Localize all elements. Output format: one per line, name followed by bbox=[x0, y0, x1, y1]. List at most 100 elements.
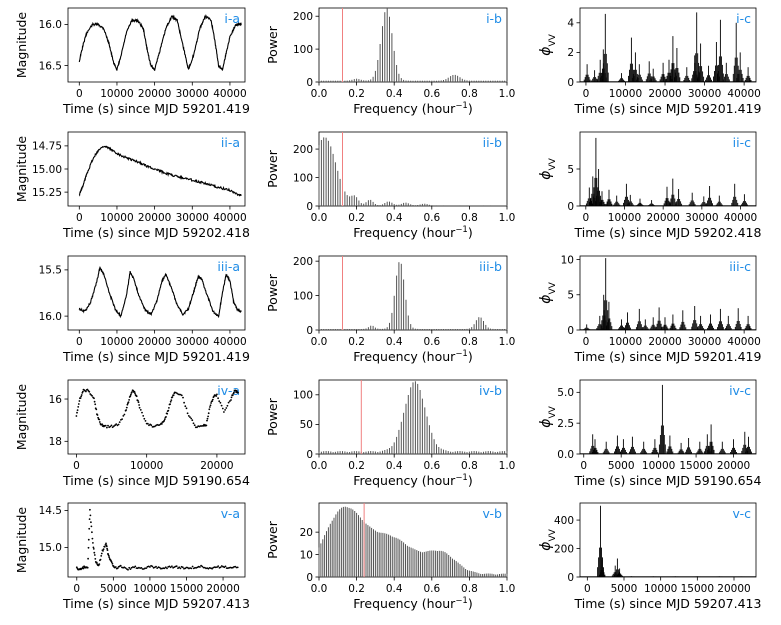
data-point bbox=[196, 426, 198, 429]
x-tick-label: 0.4 bbox=[386, 336, 403, 348]
light-curve-line bbox=[78, 14, 242, 71]
y-axis-label: ϕVV bbox=[538, 33, 558, 55]
y-tick-label: 4 bbox=[567, 18, 574, 30]
data-point bbox=[210, 402, 213, 404]
data-point bbox=[169, 566, 172, 569]
y-tick-label: 200 bbox=[293, 11, 313, 23]
data-point bbox=[85, 390, 87, 393]
data-point bbox=[92, 542, 94, 544]
x-axis-label: Frequency (hour−1) bbox=[353, 349, 472, 364]
y-axis-label: Magnitude bbox=[14, 384, 29, 451]
y-axis-label: ϕVV bbox=[538, 157, 558, 179]
data-point bbox=[138, 404, 141, 406]
x-axis-label: Time (s) since MJD 59190.654 bbox=[574, 473, 762, 488]
y-tick-label: 50 bbox=[300, 419, 313, 431]
data-point bbox=[133, 566, 136, 569]
data-point bbox=[106, 547, 108, 550]
panel-label: ii-c bbox=[733, 135, 751, 150]
data-marks bbox=[318, 380, 508, 454]
data-point bbox=[166, 412, 169, 415]
data-point bbox=[93, 400, 96, 403]
data-marks bbox=[78, 14, 242, 71]
data-point bbox=[88, 390, 91, 393]
x-tick-label: 0.2 bbox=[348, 460, 365, 472]
x-tick-label: 20000 bbox=[200, 460, 233, 472]
data-point bbox=[130, 393, 132, 396]
data-point bbox=[114, 566, 117, 568]
data-point bbox=[237, 391, 239, 394]
data-point bbox=[145, 567, 148, 569]
x-axis-label: Time (s) since MJD 59201.419 bbox=[574, 101, 762, 116]
y-axis-label: Power bbox=[265, 520, 280, 559]
y-tick-label: 16.0 bbox=[39, 311, 62, 323]
data-point bbox=[82, 567, 85, 570]
data-point bbox=[98, 563, 101, 565]
data-point bbox=[190, 567, 193, 570]
axes-frame bbox=[579, 379, 757, 455]
data-marks bbox=[75, 388, 239, 429]
data-point bbox=[106, 549, 109, 551]
data-point bbox=[163, 419, 166, 422]
x-tick-label: 0.4 bbox=[386, 88, 403, 100]
x-tick-label: 1.0 bbox=[499, 583, 516, 595]
data-point bbox=[207, 415, 210, 418]
y-tick-label: 16.5 bbox=[39, 60, 62, 72]
panel-label: v-b bbox=[482, 506, 502, 521]
data-marks bbox=[318, 256, 508, 330]
data-point bbox=[96, 414, 99, 416]
x-tick-label: 0.6 bbox=[423, 212, 440, 224]
axes-frame bbox=[67, 7, 246, 83]
data-point bbox=[90, 525, 93, 528]
data-point bbox=[105, 542, 107, 545]
data-point bbox=[134, 565, 137, 568]
x-tick-label: 0.8 bbox=[461, 336, 478, 348]
data-point bbox=[230, 396, 233, 399]
y-tick-label: 0 bbox=[306, 572, 313, 584]
y-tick-label: 15.00 bbox=[32, 164, 62, 176]
y-tick-label: 400 bbox=[554, 515, 574, 527]
x-axis-label: Time (s) since MJD 59201.419 bbox=[62, 101, 250, 116]
data-point bbox=[131, 391, 133, 393]
data-marks bbox=[580, 12, 756, 82]
data-point bbox=[228, 400, 231, 402]
x-tick-label: 0.0 bbox=[311, 336, 328, 348]
data-point bbox=[128, 566, 131, 569]
x-tick-label: 0.6 bbox=[423, 460, 440, 472]
y-axis-label: Magnitude bbox=[14, 12, 29, 79]
data-point bbox=[192, 422, 195, 425]
data-point bbox=[149, 566, 151, 568]
data-point bbox=[100, 552, 103, 555]
y-tick-label: 100 bbox=[293, 290, 313, 302]
data-point bbox=[201, 565, 204, 568]
data-point bbox=[110, 561, 113, 564]
x-tick-label: 40000 bbox=[727, 336, 760, 348]
data-marks bbox=[318, 503, 508, 577]
data-marks bbox=[580, 384, 756, 454]
data-point bbox=[167, 409, 170, 412]
x-tick-label: 15000 bbox=[679, 460, 712, 472]
panel-v-b: 0.0 0.2 0.4 0.6 0.8 1.0 0 10 20 Frequency (hour−1… bbox=[265, 502, 516, 611]
data-point bbox=[129, 395, 132, 398]
data-point bbox=[102, 548, 105, 551]
data-point bbox=[87, 557, 89, 560]
y-axis-label: Power bbox=[265, 397, 280, 436]
x-tick-label: 10000 bbox=[609, 336, 642, 348]
data-point bbox=[92, 546, 95, 549]
data-point bbox=[92, 548, 95, 550]
x-tick-label: 20000 bbox=[138, 212, 171, 224]
data-point bbox=[208, 408, 211, 411]
x-tick-label: 0 bbox=[76, 336, 83, 348]
y-tick-label: 100 bbox=[293, 172, 313, 184]
data-point bbox=[142, 415, 145, 417]
data-point bbox=[175, 565, 178, 568]
y-tick-label: 15.25 bbox=[32, 187, 62, 199]
x-tick-label: 0 bbox=[584, 583, 591, 595]
x-tick-label: 10000 bbox=[100, 88, 133, 100]
data-point bbox=[168, 407, 170, 409]
x-tick-label: 0.4 bbox=[386, 460, 403, 472]
data-point bbox=[233, 391, 235, 394]
x-tick-label: 0.2 bbox=[348, 88, 365, 100]
data-point bbox=[108, 556, 111, 559]
data-marks bbox=[75, 508, 239, 571]
x-tick-label: 30000 bbox=[685, 212, 718, 224]
